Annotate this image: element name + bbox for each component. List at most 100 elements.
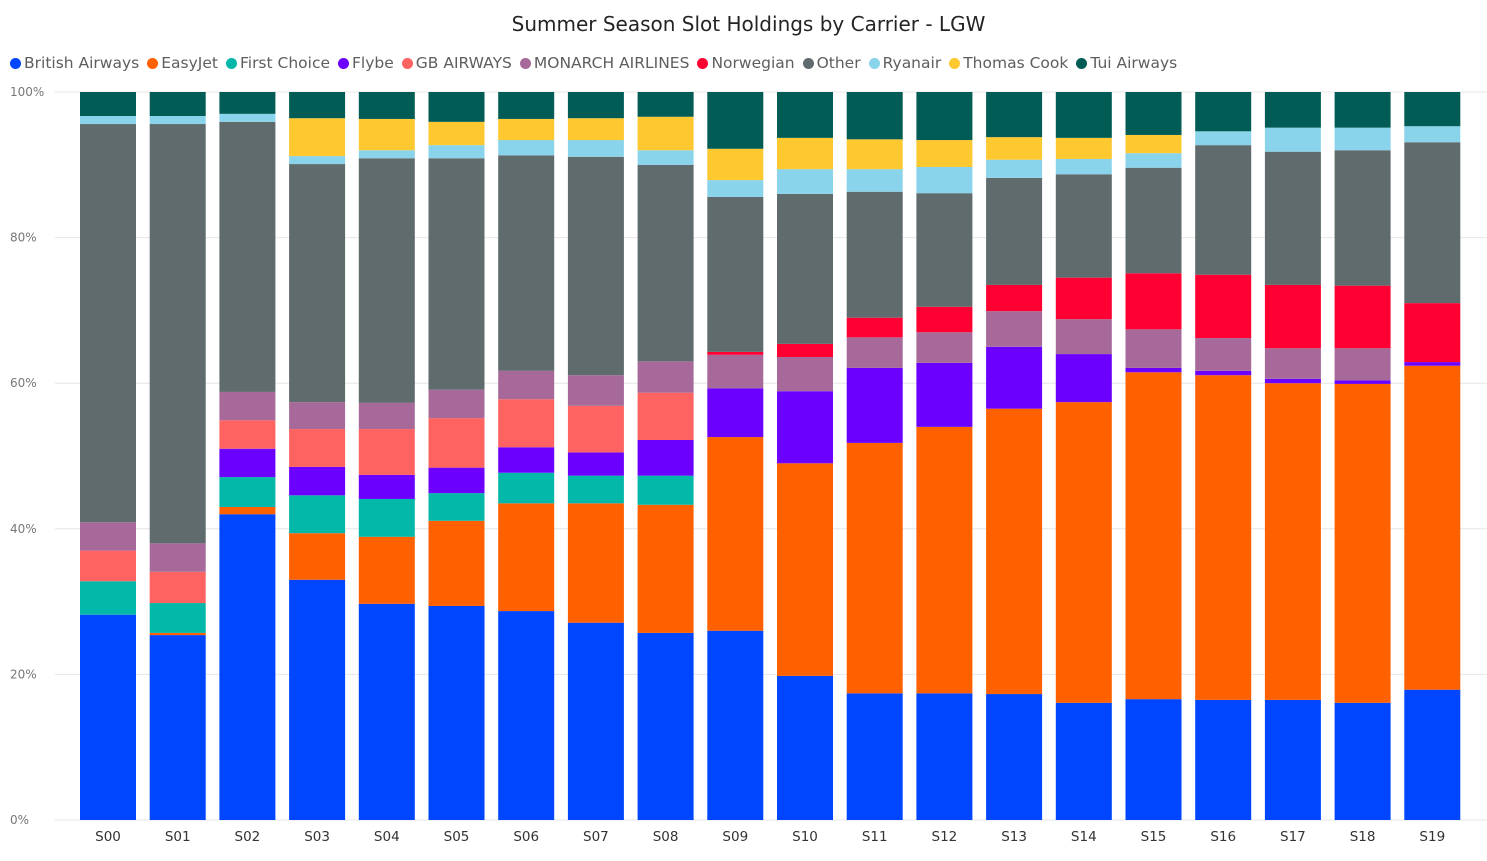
bar-segment[interactable] bbox=[149, 116, 206, 125]
bar-segment[interactable] bbox=[637, 361, 694, 393]
bar-segment[interactable] bbox=[1334, 92, 1391, 128]
bar-segment[interactable] bbox=[1264, 284, 1321, 349]
bar-segment[interactable] bbox=[916, 193, 973, 307]
bar-segment[interactable] bbox=[80, 92, 136, 117]
bar-segment[interactable] bbox=[219, 113, 276, 122]
bar-segment[interactable] bbox=[567, 92, 624, 119]
bar-segment[interactable] bbox=[1125, 367, 1182, 373]
bar-segment[interactable] bbox=[1334, 702, 1391, 820]
bar-segment[interactable] bbox=[1404, 365, 1461, 690]
legend-item[interactable]: MONARCH AIRLINES bbox=[519, 54, 689, 72]
bar-segment[interactable] bbox=[637, 92, 694, 117]
bar-segment[interactable] bbox=[1334, 383, 1391, 703]
bar-segment[interactable] bbox=[777, 169, 833, 194]
bar-segment[interactable] bbox=[1264, 92, 1321, 128]
bar-segment[interactable] bbox=[846, 337, 903, 368]
bar-segment[interactable] bbox=[637, 116, 694, 151]
bar-segment[interactable] bbox=[219, 420, 276, 449]
bar-segment[interactable] bbox=[428, 418, 485, 468]
bar-segment[interactable] bbox=[289, 156, 346, 165]
bar-segment[interactable] bbox=[986, 284, 1043, 312]
bar-segment[interactable] bbox=[777, 675, 833, 820]
bar-segment[interactable] bbox=[1195, 375, 1252, 700]
bar-segment[interactable] bbox=[637, 632, 694, 820]
bar-segment[interactable] bbox=[1334, 380, 1391, 384]
bar-segment[interactable] bbox=[358, 92, 415, 119]
bar-segment[interactable] bbox=[1195, 370, 1252, 376]
bar-segment[interactable] bbox=[358, 474, 415, 499]
bar-segment[interactable] bbox=[1264, 127, 1321, 152]
bar-segment[interactable] bbox=[1125, 699, 1182, 820]
bar-segment[interactable] bbox=[1125, 372, 1182, 700]
bar-segment[interactable] bbox=[846, 169, 903, 192]
bar-segment[interactable] bbox=[289, 164, 346, 403]
bar-segment[interactable] bbox=[219, 391, 276, 421]
legend-item[interactable]: Flybe bbox=[338, 54, 394, 72]
bar-segment[interactable] bbox=[428, 92, 485, 122]
bar-segment[interactable] bbox=[916, 362, 973, 427]
bar-segment[interactable] bbox=[916, 140, 973, 167]
bar-segment[interactable] bbox=[1195, 145, 1252, 275]
bar-segment[interactable] bbox=[1264, 699, 1321, 820]
bar-segment[interactable] bbox=[1125, 167, 1182, 274]
bar-segment[interactable] bbox=[777, 193, 833, 344]
bar-segment[interactable] bbox=[149, 92, 206, 117]
bar-segment[interactable] bbox=[1404, 142, 1461, 304]
legend-item[interactable]: First Choice bbox=[225, 54, 330, 72]
bar-segment[interactable] bbox=[986, 346, 1043, 409]
bar-segment[interactable] bbox=[916, 332, 973, 363]
bar-segment[interactable] bbox=[916, 426, 973, 694]
bar-segment[interactable] bbox=[428, 605, 485, 820]
bar-segment[interactable] bbox=[846, 693, 903, 820]
bar-segment[interactable] bbox=[846, 367, 903, 443]
bar-segment[interactable] bbox=[428, 145, 485, 159]
bar-segment[interactable] bbox=[567, 622, 624, 820]
bar-segment[interactable] bbox=[498, 155, 555, 371]
bar-segment[interactable] bbox=[149, 632, 206, 636]
bar-segment[interactable] bbox=[1125, 92, 1182, 135]
bar-segment[interactable] bbox=[637, 392, 694, 440]
bar-segment[interactable] bbox=[1264, 383, 1321, 700]
bar-segment[interactable] bbox=[567, 452, 624, 476]
legend-item[interactable]: Other bbox=[802, 54, 861, 72]
bar-segment[interactable] bbox=[567, 503, 624, 623]
bar-segment[interactable] bbox=[428, 158, 485, 390]
bar-segment[interactable] bbox=[1125, 134, 1182, 154]
legend-item[interactable]: Norwegian bbox=[697, 54, 795, 72]
bar-segment[interactable] bbox=[1264, 151, 1321, 285]
bar-segment[interactable] bbox=[637, 164, 694, 362]
bar-segment[interactable] bbox=[1195, 92, 1252, 132]
bar-segment[interactable] bbox=[707, 354, 764, 389]
bar-segment[interactable] bbox=[219, 477, 276, 507]
legend-item[interactable]: Thomas Cook bbox=[949, 54, 1068, 72]
bar-segment[interactable] bbox=[1055, 354, 1112, 403]
bar-segment[interactable] bbox=[567, 156, 624, 376]
bar-segment[interactable] bbox=[149, 603, 206, 633]
bar-segment[interactable] bbox=[846, 139, 903, 170]
bar-segment[interactable] bbox=[1055, 702, 1112, 820]
bar-segment[interactable] bbox=[428, 121, 485, 146]
bar-segment[interactable] bbox=[80, 581, 136, 615]
bar-segment[interactable] bbox=[567, 118, 624, 141]
bar-segment[interactable] bbox=[637, 504, 694, 633]
bar-segment[interactable] bbox=[358, 150, 415, 159]
bar-segment[interactable] bbox=[567, 405, 624, 453]
bar-segment[interactable] bbox=[80, 550, 136, 582]
bar-segment[interactable] bbox=[1404, 689, 1461, 820]
bar-segment[interactable] bbox=[428, 493, 485, 521]
bar-segment[interactable] bbox=[289, 579, 346, 820]
bar-segment[interactable] bbox=[1055, 137, 1112, 159]
bar-segment[interactable] bbox=[1125, 153, 1182, 168]
bar-segment[interactable] bbox=[498, 503, 555, 612]
bar-segment[interactable] bbox=[986, 177, 1043, 285]
bar-segment[interactable] bbox=[567, 140, 624, 157]
bar-segment[interactable] bbox=[149, 571, 206, 604]
bar-segment[interactable] bbox=[707, 630, 764, 820]
bar-segment[interactable] bbox=[777, 92, 833, 138]
bar-segment[interactable] bbox=[358, 536, 415, 604]
bar-segment[interactable] bbox=[1264, 348, 1321, 379]
bar-segment[interactable] bbox=[1055, 277, 1112, 320]
bar-segment[interactable] bbox=[1125, 329, 1182, 368]
bar-segment[interactable] bbox=[986, 408, 1043, 695]
bar-segment[interactable] bbox=[358, 118, 415, 151]
